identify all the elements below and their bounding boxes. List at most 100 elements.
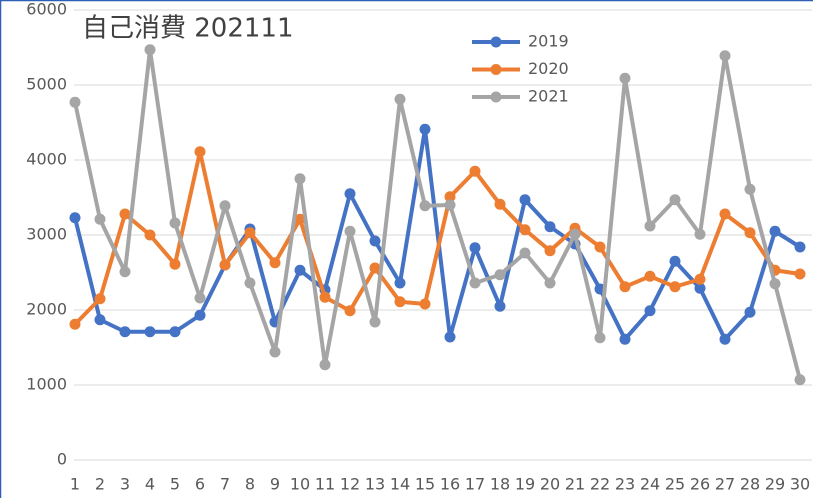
data-point <box>344 225 356 237</box>
data-point <box>719 208 731 220</box>
data-point <box>469 277 481 289</box>
data-point <box>194 309 206 321</box>
data-point <box>469 242 481 254</box>
data-point <box>169 326 181 338</box>
x-tick-label: 13 <box>365 475 385 494</box>
data-point <box>69 212 81 224</box>
data-point <box>469 165 481 177</box>
data-point <box>144 229 156 241</box>
data-point <box>644 305 656 317</box>
x-tick-label: 24 <box>640 475 660 494</box>
x-tick-label: 26 <box>690 475 710 494</box>
data-point <box>394 277 406 289</box>
data-point <box>294 173 306 185</box>
x-tick-label: 4 <box>145 475 155 494</box>
y-tick-label: 5000 <box>26 75 67 94</box>
data-point <box>544 221 556 233</box>
data-point <box>619 72 631 84</box>
legend-marker <box>490 64 502 75</box>
x-tick-label: 7 <box>220 475 230 494</box>
data-point <box>419 298 431 310</box>
data-point <box>494 269 506 281</box>
x-tick-label: 2 <box>95 475 105 494</box>
data-point <box>569 228 581 240</box>
data-point <box>294 213 306 225</box>
data-point <box>719 333 731 345</box>
data-point <box>794 241 806 253</box>
data-point <box>669 255 681 267</box>
data-point <box>419 123 431 135</box>
data-point <box>444 199 456 211</box>
data-point <box>94 293 106 305</box>
legend-label: 2020 <box>528 59 569 78</box>
x-tick-label: 14 <box>390 475 410 494</box>
x-tick-label: 5 <box>170 475 180 494</box>
data-point <box>494 300 506 312</box>
x-tick-label: 23 <box>615 475 635 494</box>
x-tick-label: 3 <box>120 475 130 494</box>
data-point <box>594 241 606 253</box>
y-tick-label: 2000 <box>26 300 67 319</box>
data-point <box>344 188 356 200</box>
chart-title: 自己消費 202111 <box>82 14 294 44</box>
data-point <box>494 198 506 210</box>
data-point <box>144 44 156 56</box>
data-point <box>744 227 756 239</box>
x-tick-label: 20 <box>540 475 560 494</box>
data-point <box>369 316 381 328</box>
data-point <box>544 277 556 289</box>
y-tick-label: 6000 <box>26 0 67 19</box>
data-point <box>644 220 656 232</box>
data-point <box>119 266 131 278</box>
data-point <box>94 213 106 225</box>
x-tick-label: 30 <box>790 475 810 494</box>
x-tick-label: 22 <box>590 475 610 494</box>
y-tick-label: 0 <box>57 450 67 469</box>
data-point <box>169 258 181 270</box>
data-point <box>269 346 281 358</box>
series-line <box>73 47 802 381</box>
data-point <box>344 305 356 317</box>
legend-marker <box>490 91 502 103</box>
data-point <box>544 245 556 257</box>
x-tick-label: 10 <box>290 475 310 494</box>
y-tick-label: 4000 <box>26 150 67 169</box>
data-point <box>269 257 281 269</box>
data-point <box>194 292 206 304</box>
data-point <box>194 146 206 158</box>
data-point <box>594 332 606 344</box>
x-tick-label: 16 <box>440 475 460 494</box>
data-point <box>744 306 756 318</box>
x-tick-label: 11 <box>315 475 335 494</box>
data-point <box>769 225 781 237</box>
data-point <box>69 318 81 330</box>
data-point <box>694 273 706 285</box>
data-point <box>419 200 431 212</box>
data-point <box>169 217 181 229</box>
data-point <box>369 235 381 247</box>
data-point <box>144 326 156 338</box>
data-point <box>694 228 706 240</box>
data-point <box>694 282 706 294</box>
x-tick-label: 29 <box>765 475 785 494</box>
x-tick-label: 19 <box>515 475 535 494</box>
data-point <box>119 208 131 220</box>
data-point <box>619 281 631 293</box>
data-point <box>119 326 131 338</box>
data-point <box>219 259 231 271</box>
legend-marker <box>490 36 502 48</box>
x-tick-label: 15 <box>415 475 435 494</box>
data-point <box>319 291 331 303</box>
data-point <box>644 270 656 282</box>
x-tick-label: 1 <box>70 475 80 494</box>
x-tick-label: 18 <box>490 475 510 494</box>
x-tick-label: 27 <box>715 475 735 494</box>
data-point <box>669 194 681 206</box>
data-point <box>519 224 531 236</box>
data-point <box>244 277 256 289</box>
data-point <box>794 268 806 280</box>
data-point <box>219 200 231 212</box>
data-point <box>519 194 531 206</box>
data-point <box>94 314 106 326</box>
